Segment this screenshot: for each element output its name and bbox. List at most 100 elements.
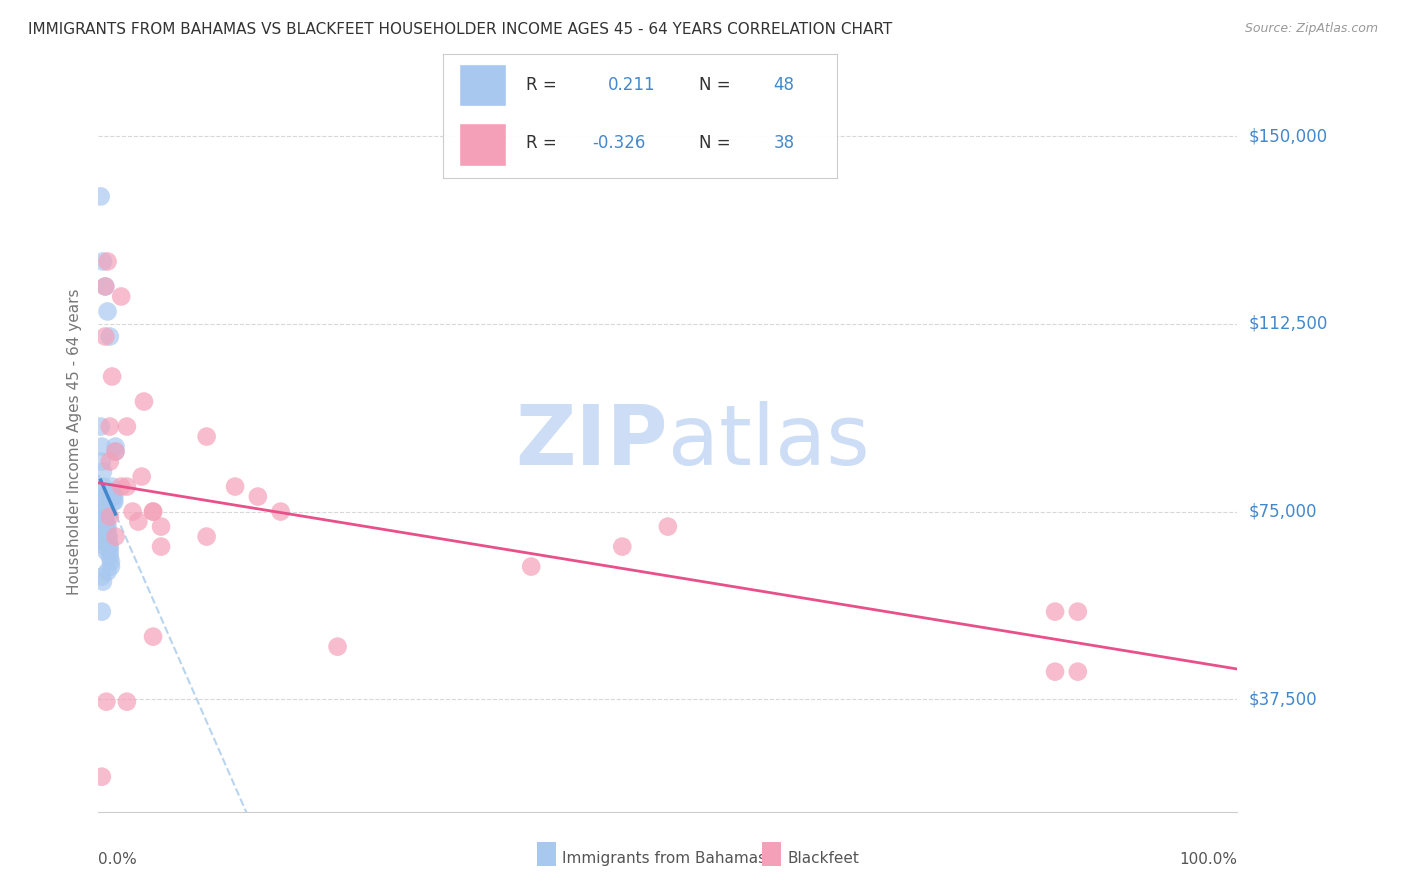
Point <box>96 519 118 533</box>
Point <box>90 519 112 533</box>
Point <box>94 279 117 293</box>
Point <box>246 490 269 504</box>
Point <box>90 605 112 619</box>
Point <box>90 454 112 468</box>
Point <box>91 254 114 268</box>
Point <box>657 519 679 533</box>
Point <box>90 419 112 434</box>
Text: Source: ZipAtlas.com: Source: ZipAtlas.com <box>1244 22 1378 36</box>
Point <box>94 329 117 343</box>
Point <box>195 429 218 443</box>
Point <box>270 505 292 519</box>
Point <box>96 524 118 539</box>
Point <box>96 519 118 533</box>
Point <box>1043 665 1066 679</box>
FancyBboxPatch shape <box>458 63 506 106</box>
Point <box>103 494 125 508</box>
Point <box>98 454 121 468</box>
Point <box>110 289 132 303</box>
Text: R =: R = <box>526 76 557 94</box>
Point <box>101 369 124 384</box>
Text: IMMIGRANTS FROM BAHAMAS VS BLACKFEET HOUSEHOLDER INCOME AGES 45 - 64 YEARS CORRE: IMMIGRANTS FROM BAHAMAS VS BLACKFEET HOU… <box>28 22 893 37</box>
Point <box>98 329 121 343</box>
Point <box>98 549 121 564</box>
Text: 38: 38 <box>773 135 794 153</box>
Point <box>132 394 155 409</box>
Point <box>93 490 115 504</box>
Point <box>1067 665 1090 679</box>
Point <box>96 304 118 318</box>
Point <box>195 530 218 544</box>
Text: 100.0%: 100.0% <box>1180 853 1237 867</box>
Point <box>91 574 114 589</box>
Point <box>90 440 112 454</box>
Point <box>101 484 124 499</box>
Point <box>93 484 115 499</box>
Text: Blackfeet: Blackfeet <box>787 851 859 865</box>
Point <box>93 494 115 508</box>
Text: $37,500: $37,500 <box>1249 690 1317 708</box>
Point <box>91 479 114 493</box>
Text: -0.326: -0.326 <box>592 135 645 153</box>
Point <box>93 534 115 549</box>
Text: atlas: atlas <box>668 401 869 482</box>
Point <box>150 540 173 554</box>
Text: R =: R = <box>526 135 557 153</box>
Point <box>90 189 112 203</box>
Point <box>103 490 125 504</box>
Point <box>104 440 127 454</box>
Point <box>520 559 543 574</box>
Point <box>103 490 125 504</box>
Text: Immigrants from Bahamas: Immigrants from Bahamas <box>562 851 766 865</box>
Point <box>150 519 173 533</box>
Point <box>98 540 121 554</box>
Point <box>100 559 122 574</box>
Point <box>94 540 117 554</box>
Y-axis label: Householder Income Ages 45 - 64 years: Householder Income Ages 45 - 64 years <box>67 288 83 595</box>
Point <box>96 515 118 529</box>
Point <box>94 500 117 514</box>
Point <box>224 479 246 493</box>
Point <box>104 444 127 458</box>
Text: 0.211: 0.211 <box>609 76 655 94</box>
Point <box>96 565 118 579</box>
Point <box>101 479 124 493</box>
Point <box>98 544 121 558</box>
Point <box>121 505 143 519</box>
Point <box>94 509 117 524</box>
Point <box>104 530 127 544</box>
FancyBboxPatch shape <box>458 123 506 166</box>
Point <box>110 479 132 493</box>
Point <box>91 465 114 479</box>
Point <box>100 555 122 569</box>
Point <box>98 419 121 434</box>
Text: $112,500: $112,500 <box>1249 315 1327 333</box>
Point <box>142 630 165 644</box>
Point <box>96 530 118 544</box>
Point <box>1043 605 1066 619</box>
Point <box>115 695 138 709</box>
Point <box>91 530 114 544</box>
Point <box>98 509 121 524</box>
Text: N =: N = <box>699 135 730 153</box>
Point <box>326 640 349 654</box>
Point <box>90 770 112 784</box>
Point <box>96 509 118 524</box>
Point <box>90 569 112 583</box>
Point <box>97 540 120 554</box>
Text: $75,000: $75,000 <box>1249 502 1317 521</box>
Text: $150,000: $150,000 <box>1249 128 1327 145</box>
Point <box>96 695 118 709</box>
Text: N =: N = <box>699 76 730 94</box>
Text: 0.0%: 0.0% <box>98 853 138 867</box>
Point <box>103 494 125 508</box>
Point <box>142 505 165 519</box>
Point <box>127 515 149 529</box>
Point <box>612 540 634 554</box>
Point <box>142 505 165 519</box>
Point <box>104 444 127 458</box>
Point <box>96 254 118 268</box>
Point <box>97 530 120 544</box>
Point <box>115 479 138 493</box>
Point <box>94 505 117 519</box>
